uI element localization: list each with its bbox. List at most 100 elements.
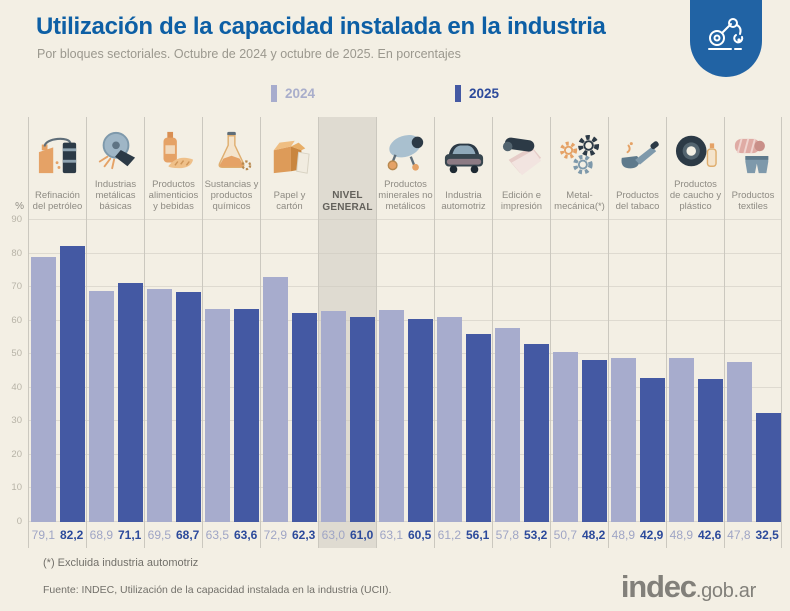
value-2024: 63,0 [321, 528, 345, 542]
bar-chart: Refinación del petróleo 79,1 82,2 Indust… [28, 117, 782, 548]
bar-2024 [31, 256, 56, 522]
y-tick-label: 10 [11, 482, 22, 494]
sector-column: Industria automotriz 61,2 56,1 [434, 117, 492, 548]
y-tick-label: 40 [11, 381, 22, 393]
sector-header: Productos del tabaco [609, 117, 666, 220]
value-2025: 48,2 [582, 528, 606, 542]
value-2024: 47,8 [727, 528, 751, 542]
gridline [28, 286, 782, 288]
gridline [28, 353, 782, 355]
sector-column: Productos minerales no metálicos 63,1 60… [376, 117, 434, 548]
sector-bars [29, 220, 86, 522]
value-2024: 57,8 [495, 528, 519, 542]
footnote: (*) Excluida industria automotriz [43, 557, 199, 569]
gridline [28, 252, 782, 254]
sector-values: 68,9 71,1 [87, 522, 144, 548]
sector-bars [377, 220, 434, 522]
tobacco-pipe-icon [610, 121, 665, 191]
gridline [28, 420, 782, 422]
sector-values: 57,8 53,2 [493, 522, 550, 548]
bar-2024 [147, 288, 172, 522]
legend-item-2024: 2024 [271, 84, 315, 102]
sector-bars [203, 220, 260, 522]
bar-2024 [205, 308, 230, 522]
sector-bars [435, 220, 492, 522]
chemical-flask-icon [204, 121, 259, 180]
sector-bars [551, 220, 608, 522]
gridline [28, 487, 782, 489]
value-2025: 56,1 [466, 528, 490, 542]
gridline [28, 386, 782, 388]
value-2024: 63,5 [205, 528, 229, 542]
bar-2025 [350, 317, 375, 522]
indec-logo: indec .gob.ar [621, 571, 756, 603]
y-tick-label: 30 [11, 415, 22, 427]
bar-2024 [611, 357, 636, 522]
sector-column: Productos alimenticios y bebidas 69,5 68… [144, 117, 202, 548]
sector-header: Sustancias y productos químicos [203, 117, 260, 220]
value-2025: 32,5 [755, 528, 779, 542]
bar-2024 [727, 361, 752, 522]
sector-values: 72,9 62,3 [261, 522, 318, 548]
y-axis: 0 10 20 30 40 50 60 70 80 90 [0, 214, 24, 527]
sector-bars [493, 220, 550, 522]
sector-label: Industrias metálicas básicas [94, 179, 137, 213]
printing-press-icon [494, 121, 549, 191]
textile-icon [726, 121, 780, 191]
value-2025: 61,0 [350, 528, 374, 542]
sector-label: Productos alimenticios y bebidas [148, 179, 199, 213]
car-icon [436, 121, 491, 191]
bar-2025 [60, 246, 85, 522]
indec-logo-wordmark: indec [620, 569, 697, 604]
sector-column: Metal-mecánica(*) 50,7 48,2 [550, 117, 608, 548]
gears-icon [552, 121, 607, 191]
legend-label-2025: 2025 [469, 85, 500, 101]
paper-carton-icon [262, 121, 317, 191]
oil-refinery-icon [30, 121, 85, 191]
bar-2025 [292, 312, 317, 522]
value-2025: 71,1 [118, 528, 142, 542]
value-2024: 48,9 [669, 528, 693, 542]
sector-bars [725, 220, 781, 522]
y-tick-label: 90 [11, 214, 22, 225]
sector-label: Metal-mecánica(*) [554, 190, 605, 213]
gridline [28, 219, 782, 220]
sector-label: Productos de caucho y plástico [669, 179, 722, 213]
sector-values: 79,1 82,2 [29, 522, 86, 548]
sector-bars [667, 220, 724, 522]
y-tick-label: 20 [11, 448, 22, 460]
bar-2025 [524, 343, 549, 522]
value-2024: 72,9 [263, 528, 287, 542]
sector-column: NIVEL GENERAL 63,0 61,0 [318, 117, 376, 548]
sector-header: Industrias metálicas básicas [87, 117, 144, 220]
legend-label-2024: 2024 [285, 85, 316, 101]
sector-header: Refinación del petróleo [29, 117, 86, 220]
sector-bars [609, 220, 666, 522]
value-2025: 82,2 [60, 528, 84, 542]
bar-2025 [698, 379, 723, 522]
sector-bars [261, 220, 318, 522]
sector-label: Productos minerales no metálicos [378, 179, 433, 213]
sector-label: Papel y cartón [273, 190, 306, 213]
sector-label: Edición e impresión [500, 190, 543, 213]
sector-column: Productos textiles 47,8 32,5 [724, 117, 782, 548]
sector-label: Refinación del petróleo [32, 190, 83, 213]
sector-values: 69,5 68,7 [145, 522, 202, 548]
sector-values: 63,1 60,5 [377, 522, 434, 548]
value-2025: 63,6 [234, 528, 258, 542]
sector-column: Edición e impresión 57,8 53,2 [492, 117, 550, 548]
y-tick-label: 0 [16, 516, 22, 527]
value-2024: 61,2 [437, 528, 461, 542]
value-2025: 68,7 [176, 528, 200, 542]
value-2024: 48,9 [611, 528, 635, 542]
y-tick-label: 50 [11, 348, 22, 360]
sector-label: Productos del tabaco [615, 190, 660, 213]
legend-swatch-2024 [271, 84, 277, 102]
bar-2024 [669, 357, 694, 522]
bar-2024 [437, 316, 462, 522]
bar-2025 [234, 308, 259, 522]
sector-values: 47,8 32,5 [725, 522, 781, 548]
bar-2024 [321, 310, 346, 522]
value-2025: 42,6 [698, 528, 722, 542]
bar-2025 [756, 412, 781, 522]
